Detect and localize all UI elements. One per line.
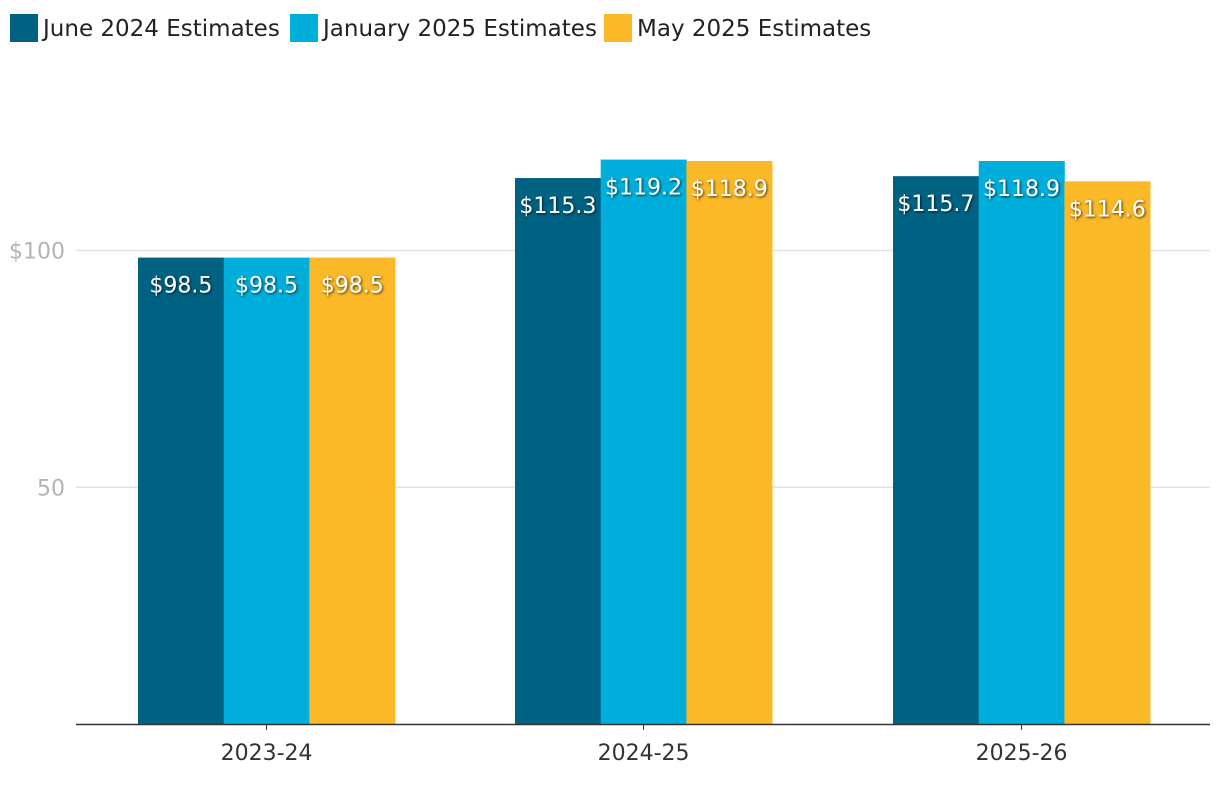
legend-label: June 2024 Estimates	[41, 16, 280, 42]
y-tick-label: 50	[37, 476, 65, 501]
data-label: $114.6	[1069, 197, 1146, 222]
legend: June 2024 Estimates January 2025 Estimate…	[10, 14, 871, 42]
legend-swatch	[10, 14, 38, 42]
bar-2024-25-series-3	[686, 161, 773, 725]
bar-2023-24-series-3	[309, 257, 396, 724]
legend-label: May 2025 Estimates	[637, 16, 871, 42]
bar-2024-25-series-2	[600, 159, 687, 724]
bars	[138, 159, 1151, 725]
data-label: $98.5	[321, 274, 384, 299]
data-label: $118.9	[983, 177, 1060, 202]
bar-2023-24-series-1	[138, 257, 225, 724]
x-tick-label: 2024-25	[598, 741, 690, 766]
data-label: $98.5	[149, 274, 212, 299]
data-label: $118.9	[691, 177, 768, 202]
data-label: $119.2	[605, 176, 682, 201]
bar-2025-26-series-3	[1064, 181, 1151, 724]
x-tick-label: 2025-26	[976, 741, 1068, 766]
data-labels: $98.5 $115.3 $115.7 $98.5 $119.2 $118.9 $98.5 $…	[149, 176, 1145, 299]
data-label: $115.7	[897, 192, 974, 217]
y-axis-ticks: 50 $100	[9, 240, 65, 502]
y-tick-label: $100	[9, 240, 65, 265]
x-tick-label: 2023-24	[221, 741, 313, 766]
x-axis-ticks: 2023-24 2024-25 2025-26	[221, 724, 1068, 766]
legend-swatch	[604, 14, 632, 42]
legend-swatch	[290, 14, 318, 42]
data-label: $98.5	[235, 274, 298, 299]
legend-label: January 2025 Estimates	[321, 16, 597, 42]
bar-2025-26-series-2	[978, 161, 1065, 725]
bar-2025-26-series-1	[893, 176, 980, 724]
data-label: $115.3	[519, 194, 596, 219]
bar-2023-24-series-2	[223, 257, 310, 724]
bar-2024-25-series-1	[515, 178, 602, 724]
